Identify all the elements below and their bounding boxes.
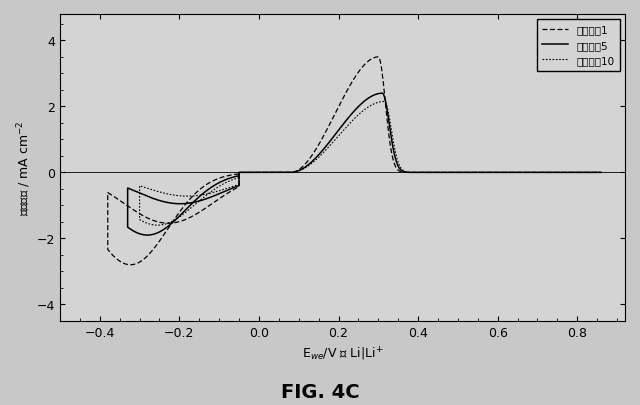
サイクル1: [127, 263, 134, 268]
サイクル5: [535, 171, 543, 175]
サイクル10: [392, 155, 400, 160]
Text: FIG. 4C: FIG. 4C: [281, 382, 359, 401]
サイクル5: [597, 171, 605, 175]
サイクル10: [236, 176, 243, 181]
サイクル5: [378, 92, 386, 96]
Legend: サイクル1, サイクル5, サイクル10: サイクル1, サイクル5, サイクル10: [537, 20, 620, 72]
サイクル10: [224, 186, 232, 191]
サイクル1: [374, 55, 382, 60]
サイクル10: [536, 171, 543, 175]
サイクル5: [170, 201, 178, 206]
サイクル10: [597, 171, 605, 175]
サイクル1: [158, 221, 166, 226]
サイクル1: [236, 172, 243, 177]
サイクル5: [236, 174, 243, 179]
サイクル10: [177, 194, 184, 199]
サイクル5: [223, 189, 230, 194]
サイクル1: [217, 176, 225, 181]
Line: サイクル5: サイクル5: [127, 94, 601, 235]
サイクル1: [534, 171, 541, 175]
サイクル1: [387, 145, 394, 149]
サイクル1: [221, 193, 228, 198]
Line: サイクル10: サイクル10: [140, 102, 601, 226]
サイクル5: [220, 179, 227, 183]
Y-axis label: 電流密度 / mA cm$^{-2}$: 電流密度 / mA cm$^{-2}$: [15, 120, 33, 215]
サイクル10: [380, 100, 388, 104]
サイクル10: [221, 181, 229, 186]
サイクル10: [154, 223, 161, 228]
サイクル5: [390, 153, 398, 158]
サイクル1: [597, 171, 605, 175]
サイクル1: [246, 171, 254, 175]
X-axis label: E$_{we}$/V 対 Li|Li$^{+}$: E$_{we}$/V 対 Li|Li$^{+}$: [302, 344, 383, 362]
サイクル5: [144, 233, 152, 238]
サイクル5: [246, 171, 254, 175]
Line: サイクル1: サイクル1: [108, 58, 601, 265]
サイクル10: [246, 171, 254, 175]
